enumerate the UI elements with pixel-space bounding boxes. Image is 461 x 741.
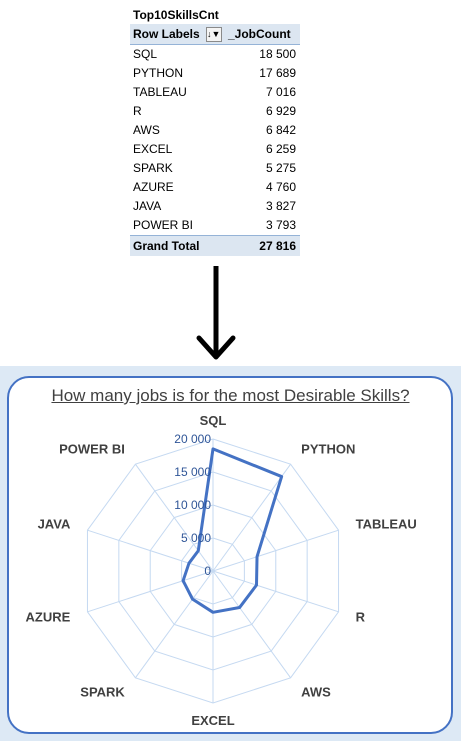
chart-card [7,376,453,734]
row-labels-header: Row Labels [133,27,200,41]
pivot-row: TABLEAU 7 016 [130,83,300,102]
pivot-row: EXCEL 6 259 [130,140,300,159]
grid-spoke [212,570,339,613]
grid-spoke [212,463,291,572]
grand-total-value: 27 816 [259,239,296,253]
category-label: JAVA [38,517,71,532]
category-label: AZURE [26,609,71,624]
grid-spoke [135,570,214,679]
pivot-row-label: EXCEL [133,142,173,156]
pivot-row: SQL 18 500 [130,45,300,64]
pivot-row-label: AWS [133,123,160,137]
pivot-row: JAVA 3 827 [130,197,300,216]
category-label: AWS [301,684,331,699]
pivot-row-value: 6 842 [265,123,296,137]
series-line [181,447,284,614]
category-label: R [356,609,366,624]
tick-label: 5 000 [181,531,211,545]
radar-chart: 0 5 000 10 000 15 000 20 000 SQL PYTHON TABLEAU… [26,413,417,728]
grid-spoke [87,529,214,572]
jobcount-header: _JobCount [228,27,291,41]
grid-spoke [135,463,214,572]
pivot-row-value: 6 259 [265,142,296,156]
pivot-row-value: 3 793 [265,218,296,232]
category-label: SQL [200,413,227,428]
pivot-row-label: R [133,104,142,118]
pivot-row: AWS 6 842 [130,121,300,140]
pivot-row-value: 17 689 [259,66,296,80]
pivot-row: R 6 929 [130,102,300,121]
down-arrow-icon [196,266,236,360]
pivot-row-value: 7 016 [265,85,296,99]
grand-total-label: Grand Total [133,239,200,253]
pivot-row-value: 6 929 [265,104,296,118]
category-label: TABLEAU [356,517,417,532]
grid-spoke [212,570,291,679]
pivot-table: Top10SkillsCnt Row Labels ↓▼ _JobCount S… [130,6,300,256]
pivot-title: Top10SkillsCnt [133,8,219,22]
grand-total-row: Grand Total 27 816 [130,235,300,256]
pivot-row-label: JAVA [133,199,162,213]
pivot-row-label: PYTHON [133,66,184,80]
category-label: SPARK [80,684,125,699]
pivot-row-value: 3 827 [265,199,296,213]
pivot-rows: SQL 18 500 PYTHON 17 689 TABLEAU 7 016 R 6 929 A… [130,45,300,235]
tick-label: 20 000 [174,432,211,446]
category-label: POWER BI [59,442,125,457]
pivot-row: POWER BI 3 793 [130,216,300,235]
pivot-row-label: TABLEAU [133,85,187,99]
chart-title: How many jobs is for the most Desirable … [51,386,410,405]
grid-spoke [212,529,339,572]
pivot-row: SPARK 5 275 [130,159,300,178]
pivot-row-value: 4 760 [265,180,296,194]
grid-spoke [87,570,214,613]
pivot-row-label: AZURE [133,180,174,194]
pivot-row: PYTHON 17 689 [130,64,300,83]
pivot-row: AZURE 4 760 [130,178,300,197]
category-label: EXCEL [191,713,234,728]
tick-label: 0 [204,564,211,578]
pivot-row-label: POWER BI [133,218,194,232]
tick-label: 15 000 [174,465,211,479]
tick-label: 10 000 [174,498,211,512]
pivot-row-value: 5 275 [265,161,296,175]
pivot-row-label: SPARK [133,161,173,175]
pivot-row-label: SQL [133,47,158,61]
pivot-header: Row Labels ↓▼ _JobCount [130,24,300,45]
sort-filter-icon[interactable]: ↓▼ [205,26,222,42]
category-label: PYTHON [301,442,355,457]
pivot-row-value: 18 500 [259,47,296,61]
